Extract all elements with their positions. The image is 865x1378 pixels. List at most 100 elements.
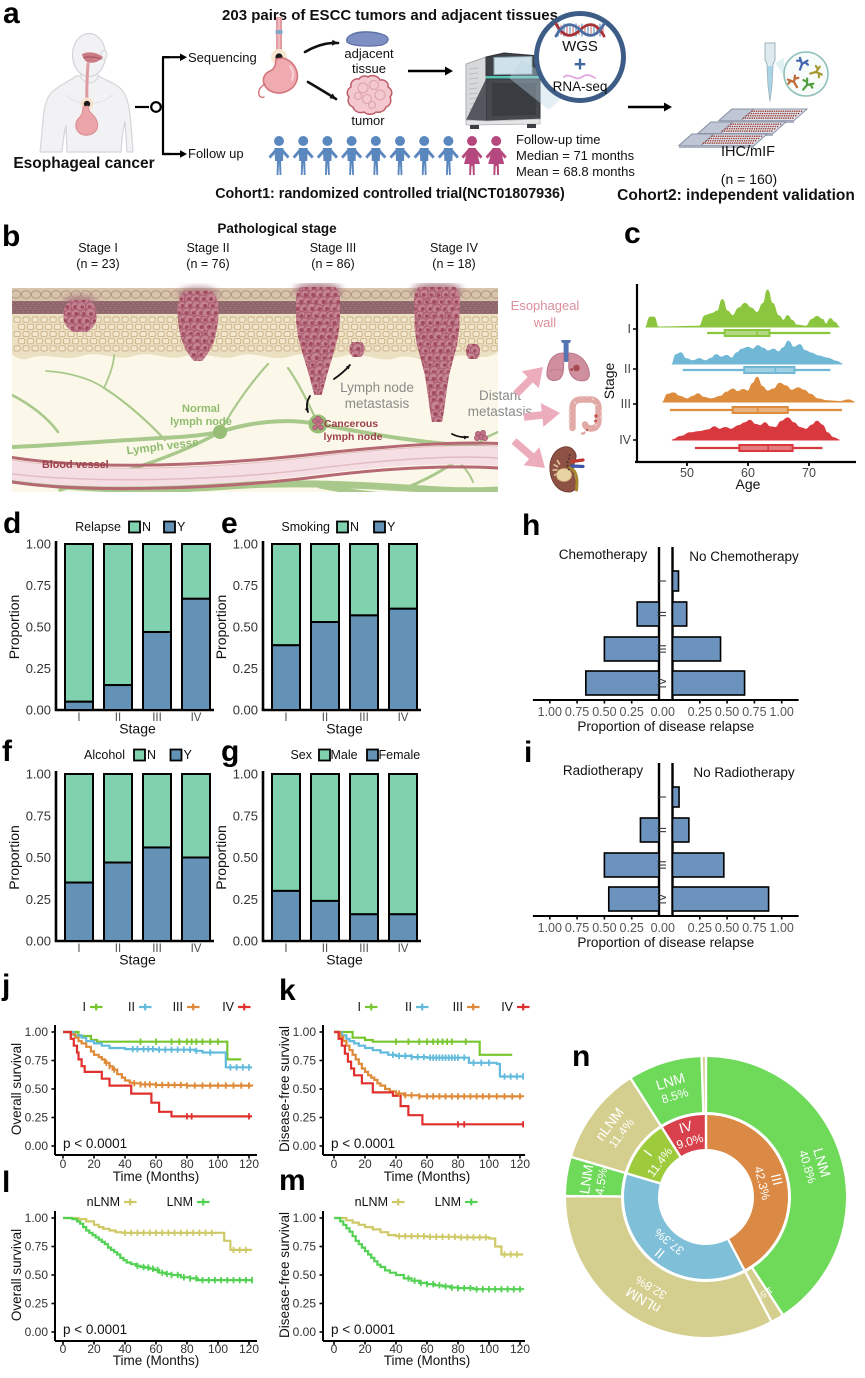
- svg-text:0.25: 0.25: [688, 705, 712, 719]
- svg-text:1.00: 1.00: [538, 705, 562, 719]
- svg-text:1.00: 1.00: [293, 1025, 317, 1039]
- svg-text:III: III: [768, 1172, 786, 1187]
- svg-text:0.00: 0.00: [26, 703, 51, 718]
- svg-text:0.25: 0.25: [620, 921, 644, 935]
- svg-text:0.50: 0.50: [592, 705, 616, 719]
- svg-text:60: 60: [149, 1342, 163, 1356]
- svg-text:Y: Y: [177, 520, 186, 534]
- svg-text:0.50: 0.50: [715, 705, 739, 719]
- svg-text:m: m: [279, 1164, 306, 1197]
- svg-text:Female: Female: [379, 748, 421, 762]
- svg-text:40: 40: [118, 1157, 132, 1171]
- svg-text:N: N: [147, 748, 156, 762]
- svg-text:f: f: [2, 735, 13, 768]
- svg-text:0.00: 0.00: [233, 703, 258, 718]
- svg-text:p < 0.0001: p < 0.0001: [63, 1322, 127, 1337]
- svg-text:III: III: [173, 1000, 183, 1014]
- svg-text:k: k: [279, 974, 296, 1007]
- svg-text:0.25: 0.25: [233, 661, 258, 676]
- svg-text:Proportion: Proportion: [6, 595, 22, 660]
- svg-text:0.50: 0.50: [26, 850, 51, 865]
- svg-text:0.25: 0.25: [25, 1111, 49, 1125]
- svg-text:0.75: 0.75: [233, 578, 258, 593]
- svg-text:0.50: 0.50: [25, 1268, 49, 1282]
- svg-text:0: 0: [331, 1342, 338, 1356]
- svg-text:Distant: Distant: [479, 388, 521, 403]
- svg-text:Time (Months): Time (Months): [113, 1353, 200, 1368]
- svg-text:III: III: [657, 644, 669, 654]
- svg-text:Overall survival: Overall survival: [9, 1043, 24, 1135]
- svg-text:III: III: [453, 1000, 463, 1014]
- svg-text:metastasis: metastasis: [345, 396, 410, 411]
- svg-text:e: e: [221, 507, 238, 540]
- svg-text:g: g: [221, 735, 239, 768]
- svg-text:Sex: Sex: [290, 748, 312, 762]
- svg-text:0.00: 0.00: [293, 1139, 317, 1153]
- svg-text:0.25: 0.25: [25, 1297, 49, 1311]
- svg-text:Disease-free survival: Disease-free survival: [277, 1026, 292, 1152]
- svg-text:0.00: 0.00: [293, 1325, 317, 1339]
- svg-text:0.25: 0.25: [293, 1111, 317, 1125]
- svg-text:Cancerous: Cancerous: [324, 418, 378, 430]
- svg-text:Smoking: Smoking: [281, 520, 330, 534]
- svg-text:0.75: 0.75: [742, 921, 766, 935]
- svg-text:120: 120: [239, 1342, 259, 1356]
- svg-text:Cohort2: independent validatio: Cohort2: independent validation: [617, 187, 855, 204]
- svg-text:Y: Y: [184, 748, 193, 762]
- svg-text:No Chemotherapy: No Chemotherapy: [689, 549, 799, 564]
- svg-text:I: I: [657, 795, 669, 798]
- svg-text:Blood vessel: Blood vessel: [42, 459, 109, 471]
- svg-text:WGS: WGS: [562, 38, 598, 55]
- svg-text:III: III: [359, 943, 369, 955]
- svg-text:II: II: [657, 827, 669, 833]
- svg-text:0.00: 0.00: [25, 1325, 49, 1339]
- svg-text:Median = 71 months: Median = 71 months: [516, 148, 635, 163]
- svg-text:Stage I: Stage I: [78, 241, 118, 255]
- svg-text:80: 80: [451, 1157, 465, 1171]
- svg-text:I: I: [77, 712, 80, 724]
- svg-text:No Radiotherapy: No Radiotherapy: [693, 765, 795, 780]
- svg-text:Radiotherapy: Radiotherapy: [563, 763, 644, 778]
- svg-text:Mean = 68.8 months: Mean = 68.8 months: [516, 164, 635, 179]
- svg-text:Proportion of disease relapse: Proportion of disease relapse: [577, 719, 754, 734]
- svg-text:Follow-up time: Follow-up time: [516, 132, 601, 147]
- svg-text:Age: Age: [736, 476, 761, 492]
- svg-text:IV: IV: [222, 1000, 234, 1014]
- svg-text:100: 100: [479, 1157, 499, 1171]
- svg-text:i: i: [524, 736, 532, 769]
- svg-text:Stage: Stage: [326, 952, 363, 968]
- svg-text:metastasis: metastasis: [468, 404, 533, 419]
- svg-text:Time (Months): Time (Months): [384, 1353, 471, 1368]
- svg-text:d: d: [3, 507, 21, 540]
- svg-text:IV: IV: [501, 1000, 513, 1014]
- svg-text:80: 80: [180, 1342, 194, 1356]
- svg-text:h: h: [522, 509, 540, 542]
- svg-text:wall: wall: [533, 315, 557, 330]
- svg-text:tissue: tissue: [352, 61, 386, 76]
- svg-text:Sequencing: Sequencing: [188, 50, 257, 65]
- svg-text:120: 120: [239, 1157, 259, 1171]
- svg-text:Stage: Stage: [601, 362, 617, 399]
- svg-text:0.75: 0.75: [565, 921, 589, 935]
- svg-text:IV: IV: [677, 1117, 695, 1136]
- svg-text:IV: IV: [191, 943, 202, 955]
- svg-text:Proportion: Proportion: [213, 595, 229, 660]
- svg-text:I: I: [628, 322, 631, 336]
- svg-text:0.75: 0.75: [742, 705, 766, 719]
- svg-text:II: II: [115, 943, 121, 955]
- svg-text:0.25: 0.25: [26, 892, 51, 907]
- svg-text:Proportion of disease relapse: Proportion of disease relapse: [577, 935, 754, 950]
- svg-text:a: a: [3, 0, 20, 30]
- svg-text:20: 20: [358, 1342, 372, 1356]
- svg-text:0.50: 0.50: [233, 620, 258, 635]
- svg-text:20: 20: [358, 1157, 372, 1171]
- svg-text:n: n: [572, 1040, 590, 1073]
- svg-text:Stage: Stage: [119, 952, 156, 968]
- svg-text:I: I: [284, 943, 287, 955]
- svg-text:N: N: [142, 520, 151, 534]
- svg-text:lymph node: lymph node: [170, 416, 232, 428]
- svg-text:0.25: 0.25: [26, 661, 51, 676]
- svg-text:LNM: LNM: [576, 1163, 596, 1195]
- svg-text:Stage: Stage: [119, 721, 156, 737]
- svg-text:80: 80: [451, 1342, 465, 1356]
